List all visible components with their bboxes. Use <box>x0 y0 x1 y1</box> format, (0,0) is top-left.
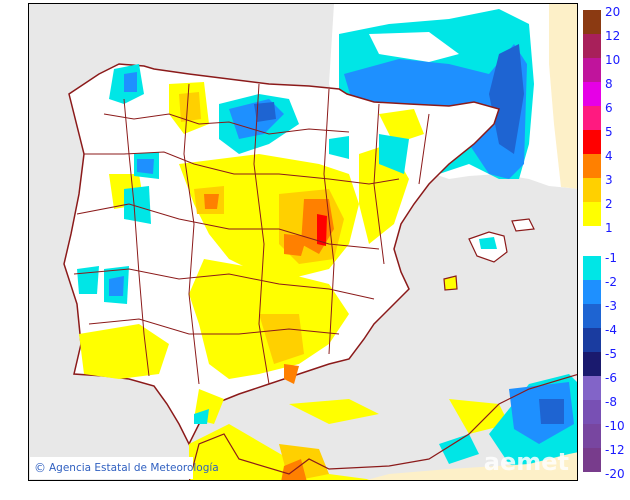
legend-swatch <box>583 400 601 424</box>
legend-swatch <box>583 424 601 448</box>
legend-label: -5 <box>605 347 617 361</box>
legend-swatch <box>583 178 601 202</box>
legend-label: 10 <box>605 53 621 67</box>
legend-label: -20 <box>605 467 625 481</box>
legend-swatch <box>583 154 601 178</box>
legend-label: 4 <box>605 149 613 163</box>
legend-swatch <box>583 256 601 280</box>
legend-swatch <box>583 328 601 352</box>
outside-domain <box>549 4 577 189</box>
legend-label: 6 <box>605 101 613 115</box>
credit-text: Agencia Estatal de Meteorología <box>49 462 219 474</box>
copyright-icon: © <box>34 461 46 475</box>
legend-label: -6 <box>605 371 617 385</box>
credit-label: © Agencia Estatal de Meteorología <box>30 457 219 479</box>
legend-label: -8 <box>605 395 617 409</box>
legend-label: 5 <box>605 125 613 139</box>
legend-swatch <box>583 202 601 226</box>
legend-label: -3 <box>605 299 617 313</box>
watermark-logo: aemet <box>483 448 569 476</box>
legend-swatch <box>583 106 601 130</box>
menorca <box>511 218 535 232</box>
anomaly-area <box>479 237 497 249</box>
legend-swatch <box>583 448 601 472</box>
anomaly-map: © Agencia Estatal de Meteorología aemet <box>28 3 578 481</box>
legend-swatch <box>583 58 601 82</box>
legend-label: -10 <box>605 419 625 433</box>
map-canvas <box>63 4 577 480</box>
legend-swatch <box>583 10 601 34</box>
legend-swatch <box>583 376 601 400</box>
legend-label: 1 <box>605 221 613 235</box>
legend-label: -2 <box>605 275 617 289</box>
legend-label: 12 <box>605 29 621 43</box>
legend-label: 20 <box>605 5 621 19</box>
legend-label: -1 <box>605 251 617 265</box>
no-anomaly <box>369 32 459 62</box>
legend-label: 3 <box>605 173 613 187</box>
legend-label: 2 <box>605 197 613 211</box>
positive-anomalies-4 <box>317 214 327 246</box>
negative-anomalies-3 <box>254 102 564 424</box>
legend-swatch <box>583 130 601 154</box>
legend-swatch <box>583 82 601 106</box>
legend-swatch <box>583 280 601 304</box>
north-africa-coast <box>188 373 577 480</box>
anomaly-area <box>344 44 527 179</box>
ibiza <box>443 275 458 291</box>
legend-label: -4 <box>605 323 617 337</box>
legend-label: -12 <box>605 443 625 457</box>
province-borders <box>73 83 430 385</box>
legend-label: 8 <box>605 77 613 91</box>
outside-domain <box>366 452 577 480</box>
legend-swatch <box>583 352 601 376</box>
anomaly-area <box>489 44 524 154</box>
legend-swatch <box>583 34 601 58</box>
legend-swatch <box>583 304 601 328</box>
